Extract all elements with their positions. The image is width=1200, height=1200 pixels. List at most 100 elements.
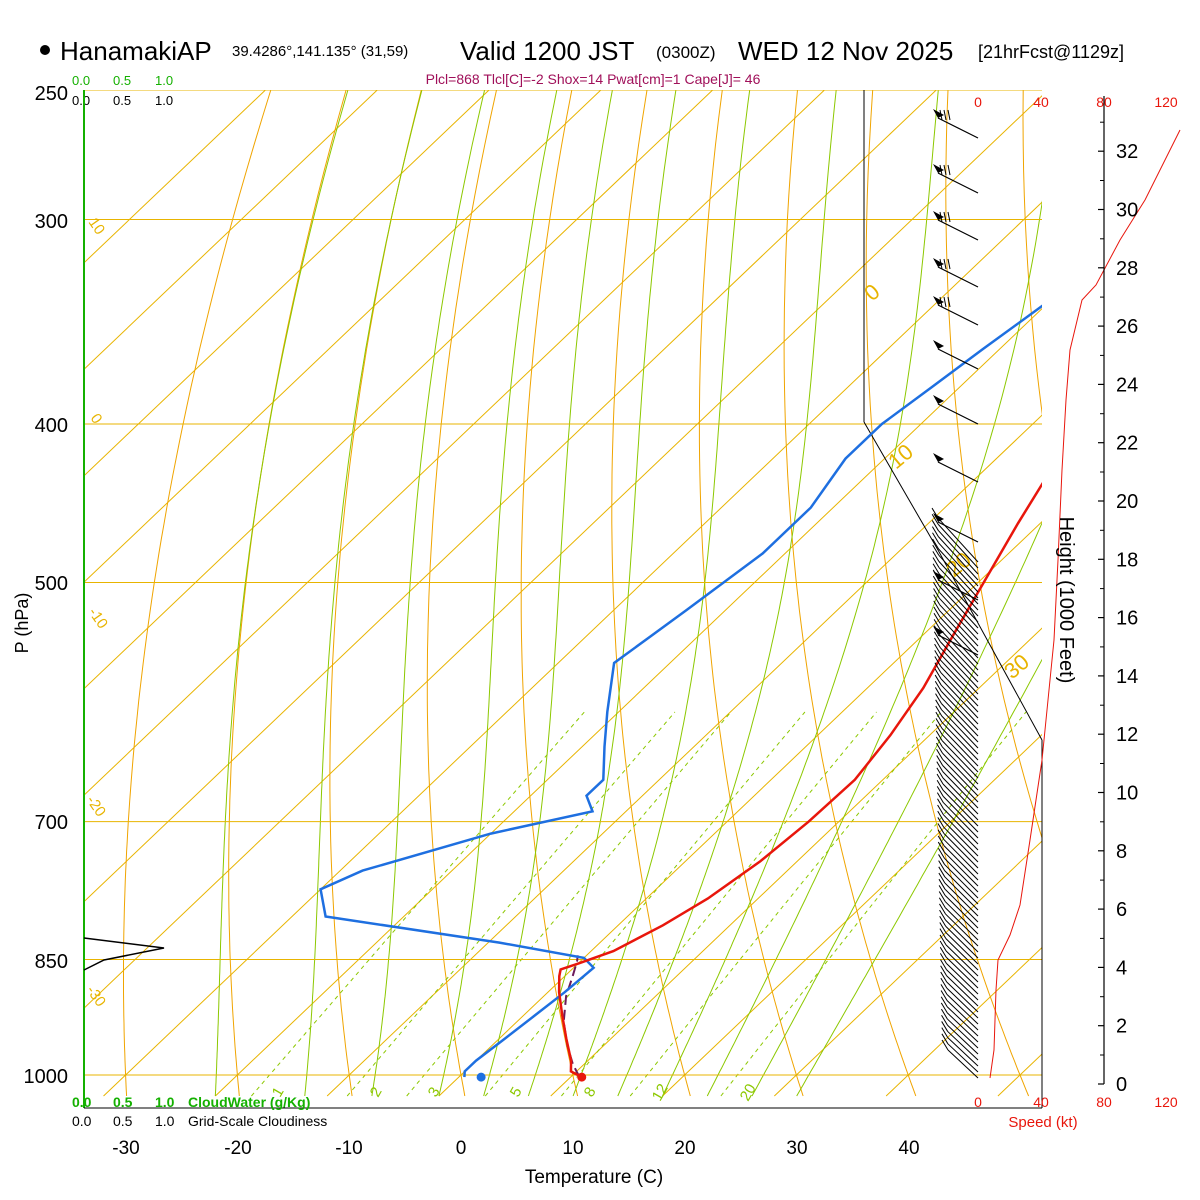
wind-speed-top-tick: 0: [974, 94, 982, 110]
height-tick-label: 26: [1116, 316, 1138, 338]
wind-barb-staff: [945, 950, 979, 983]
wind-barb-staff: [937, 219, 979, 241]
wind-barb-staff: [941, 721, 979, 761]
height-tick-label: 20: [1116, 491, 1138, 513]
wind-barb-staff: [947, 1024, 979, 1055]
wind-barb-staff: [940, 653, 979, 695]
wind-barb-flag: [933, 606, 941, 618]
wind-barb-flag: [935, 705, 943, 717]
wind-barb-staff: [943, 814, 979, 851]
pressure-tick-label: 400: [35, 415, 68, 437]
wind-barb-staff: [940, 684, 979, 725]
wind-barb-feather: [947, 109, 951, 121]
x-axis-label: Temperature (C): [525, 1167, 663, 1188]
pressure-tick-label: 500: [35, 573, 68, 595]
cloud-water-top-tick: 1.0: [155, 73, 173, 88]
wind-barb-flag: [932, 563, 940, 574]
wind-barb-flag: [941, 1033, 949, 1045]
pressure-tick-label: 250: [35, 83, 68, 105]
dry-adiabat-line: [228, 90, 347, 1097]
wind-barb-pennant: [933, 211, 944, 220]
height-tick-label: 12: [1116, 724, 1138, 746]
wind-barb-feather: [939, 164, 943, 176]
wind-barbs: [931, 109, 979, 1079]
wind-barb-staff: [939, 604, 979, 647]
wind-barb-staff: [944, 907, 979, 941]
wind-barb-staff: [945, 925, 979, 959]
isotherm-line: [84, 90, 825, 796]
moist-adiabat-line: [572, 90, 751, 1097]
wind-barb-flag: [941, 1015, 948, 1026]
wind-barb-staff: [944, 864, 979, 899]
cloudiness-top-tick: 1.0: [155, 93, 173, 108]
wind-barb-feather: [939, 211, 943, 223]
wind-barb-staff: [946, 969, 979, 1001]
height-tick-label: 24: [1116, 374, 1138, 396]
isotherm-line: [662, 733, 1042, 1097]
wind-barb-staff: [946, 1012, 979, 1043]
mixing-ratio-label: 5: [507, 1084, 526, 1100]
wind-barb-staff: [943, 802, 979, 839]
wind-barb-staff: [940, 690, 979, 731]
wind-barb-flag: [936, 761, 944, 772]
cloudiness-top-tick: 0.5: [113, 93, 131, 108]
wind-barb-flag: [936, 792, 944, 803]
wind-barb-flag: [937, 829, 945, 840]
wind-barb-flag: [934, 656, 942, 667]
wind-barb-flag: [934, 668, 942, 680]
cloudiness-bottom-tick: 0.5: [113, 1113, 133, 1129]
mixing-ratio-label: 2: [367, 1084, 386, 1100]
mixing-ratio-line: [346, 711, 676, 1097]
wind-barb-staff: [942, 789, 979, 827]
wind-barb-staff: [947, 1018, 979, 1049]
wind-speed-bottom-tick: 80: [1096, 1094, 1112, 1110]
wind-barb-pennant: [933, 626, 944, 635]
wind-barb-pennant: [933, 109, 944, 118]
wind-barb-flag: [933, 612, 941, 624]
dry-adiabat-line: [865, 90, 1030, 1097]
cloudiness-bottom-axis: 0.0 0.5 1.0 Grid-Scale Cloudiness: [72, 1113, 327, 1129]
wind-barb-staff: [946, 963, 979, 995]
isotherm-line: [997, 1053, 1042, 1097]
wind-barb-feather: [943, 258, 947, 270]
wind-barb-staff: [941, 728, 979, 767]
wind-barb-flag: [941, 1027, 949, 1038]
wind-barb-feather: [939, 109, 943, 121]
wind-barb-staff: [937, 266, 979, 288]
wind-barb-feather: [943, 296, 947, 308]
wind-barb-staff: [942, 765, 979, 803]
wind-barb-flag: [939, 903, 946, 915]
wind-barb-staff: [947, 1031, 979, 1061]
isotherm-label: -20: [83, 793, 109, 821]
moist-adiabat-line: [617, 90, 837, 1097]
cloudiness-top-tick: 0.0: [72, 93, 90, 108]
wind-barb-pennant: [933, 513, 944, 522]
wind-barb-staff: [945, 913, 979, 947]
wind-barb-flag: [931, 513, 939, 525]
wind-barb-staff: [937, 634, 979, 656]
isotherm-lines: [84, 90, 1042, 1097]
wind-barb-flag: [933, 619, 941, 630]
x-tick-label: 10: [562, 1138, 583, 1159]
wind-barb-staff: [938, 548, 979, 593]
dry-adiabat-lines: [123, 90, 1042, 1097]
wind-barb-flag: [934, 643, 942, 655]
height-tick-label: 4: [1116, 957, 1127, 979]
wind-barb-staff: [937, 403, 979, 425]
wind-barb-flag: [937, 835, 945, 847]
wind-barb-staff: [937, 523, 979, 569]
moist-adiabat-line: [706, 200, 1042, 1097]
wind-barb-flag: [940, 996, 948, 1007]
cloudiness-axis-label: Grid-Scale Cloudiness: [188, 1113, 327, 1129]
wind-barb-staff: [944, 857, 979, 893]
wind-barb-staff: [945, 938, 979, 971]
wind-barb-flag: [935, 736, 943, 748]
cloud-water-bottom-tick: 1.0: [155, 1094, 175, 1110]
temperature-axis: -30 -20 -10 0 10 20 30 40 Temperature (C…: [112, 1138, 919, 1188]
wind-barb-staff: [940, 647, 979, 689]
wind-barb-flag: [935, 711, 943, 723]
wind-barb-flag: [935, 730, 943, 741]
wind-barb-flag: [939, 940, 947, 952]
wind-barb-flag: [932, 557, 940, 568]
wind-barb-staff: [941, 709, 979, 749]
